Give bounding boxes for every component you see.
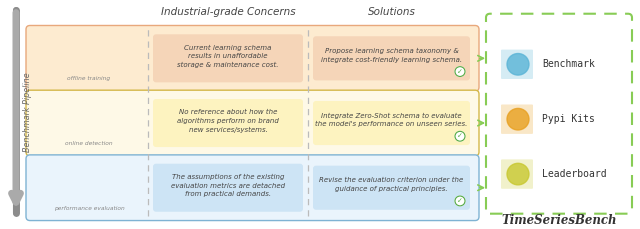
Text: The assumptions of the existing
evaluation metrics are detached
from practical d: The assumptions of the existing evaluati… — [171, 174, 285, 197]
Circle shape — [455, 67, 465, 76]
Text: Benchmark: Benchmark — [542, 59, 595, 69]
Text: Leaderboard: Leaderboard — [542, 169, 607, 179]
Text: online detection: online detection — [65, 141, 113, 146]
Text: performance evaluation: performance evaluation — [54, 206, 124, 211]
Text: ✓: ✓ — [457, 133, 463, 139]
Text: TimeSeriesBench: TimeSeriesBench — [501, 214, 617, 227]
FancyBboxPatch shape — [313, 166, 470, 210]
FancyBboxPatch shape — [313, 36, 470, 80]
Circle shape — [455, 196, 465, 206]
Text: Revise the evaluation criterion under the
guidance of practical principles.: Revise the evaluation criterion under th… — [319, 177, 463, 192]
Text: Industrial-grade Concerns: Industrial-grade Concerns — [161, 7, 295, 17]
FancyBboxPatch shape — [501, 104, 533, 134]
Text: Current learning schema
results in unaffordable
storage & maintenance cost.: Current learning schema results in unaff… — [177, 45, 279, 68]
FancyBboxPatch shape — [26, 155, 479, 221]
Circle shape — [507, 108, 529, 130]
Text: ✓: ✓ — [457, 68, 463, 75]
FancyBboxPatch shape — [501, 50, 533, 79]
Text: Pypi Kits: Pypi Kits — [542, 114, 595, 124]
Text: Benchmark Pipeline: Benchmark Pipeline — [23, 72, 32, 152]
FancyBboxPatch shape — [501, 159, 533, 189]
Text: offline training: offline training — [67, 76, 111, 81]
FancyBboxPatch shape — [486, 14, 632, 214]
FancyBboxPatch shape — [313, 101, 470, 145]
Circle shape — [455, 131, 465, 141]
FancyBboxPatch shape — [153, 164, 303, 212]
FancyBboxPatch shape — [26, 25, 479, 91]
FancyBboxPatch shape — [26, 90, 479, 156]
Text: Integrate Zero-Shot schema to evaluate
the model's performance on unseen series.: Integrate Zero-Shot schema to evaluate t… — [316, 113, 468, 128]
Text: Propose learning schema taxonomy &
integrate cost-friendly learning schema.: Propose learning schema taxonomy & integ… — [321, 48, 462, 63]
FancyBboxPatch shape — [153, 99, 303, 147]
Circle shape — [507, 163, 529, 185]
Circle shape — [507, 54, 529, 75]
Text: No reference about how the
algorithms perform on brand
new services/systems.: No reference about how the algorithms pe… — [177, 109, 279, 133]
FancyBboxPatch shape — [153, 34, 303, 82]
Text: ✓: ✓ — [457, 198, 463, 204]
Text: Solutions: Solutions — [367, 7, 415, 17]
